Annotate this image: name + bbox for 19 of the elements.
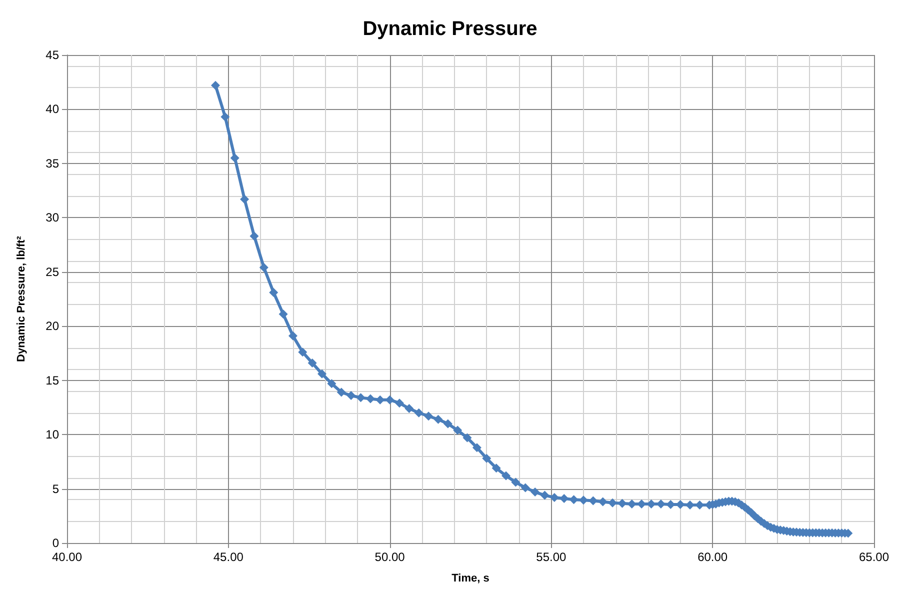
y-axis-title: Dynamic Pressure, lb/ft² [16, 236, 28, 362]
x-tick-label: 55.00 [536, 550, 567, 564]
x-tick-label: 65.00 [858, 550, 890, 564]
y-tick-label: 25 [46, 264, 60, 279]
x-tick-label: 50.00 [374, 550, 406, 564]
y-tick-label: 10 [46, 428, 60, 442]
x-tick-label: 60.00 [698, 550, 728, 564]
y-tick-label: 45 [46, 48, 60, 62]
y-tick-label: 30 [46, 210, 60, 225]
y-tick-label: 35 [46, 156, 60, 170]
y-tick-label: 40 [46, 102, 60, 116]
x-axis-title: Time, s [452, 572, 490, 584]
y-tick-label: 15 [46, 373, 60, 388]
x-tick-label: 45.00 [213, 550, 244, 564]
y-tick-label: 5 [52, 482, 60, 496]
y-tick-label: 0 [52, 536, 60, 550]
y-tick-label: 20 [46, 319, 60, 334]
chart-title: Dynamic Pressure [362, 18, 538, 40]
x-tick-label: 40.00 [52, 550, 82, 564]
